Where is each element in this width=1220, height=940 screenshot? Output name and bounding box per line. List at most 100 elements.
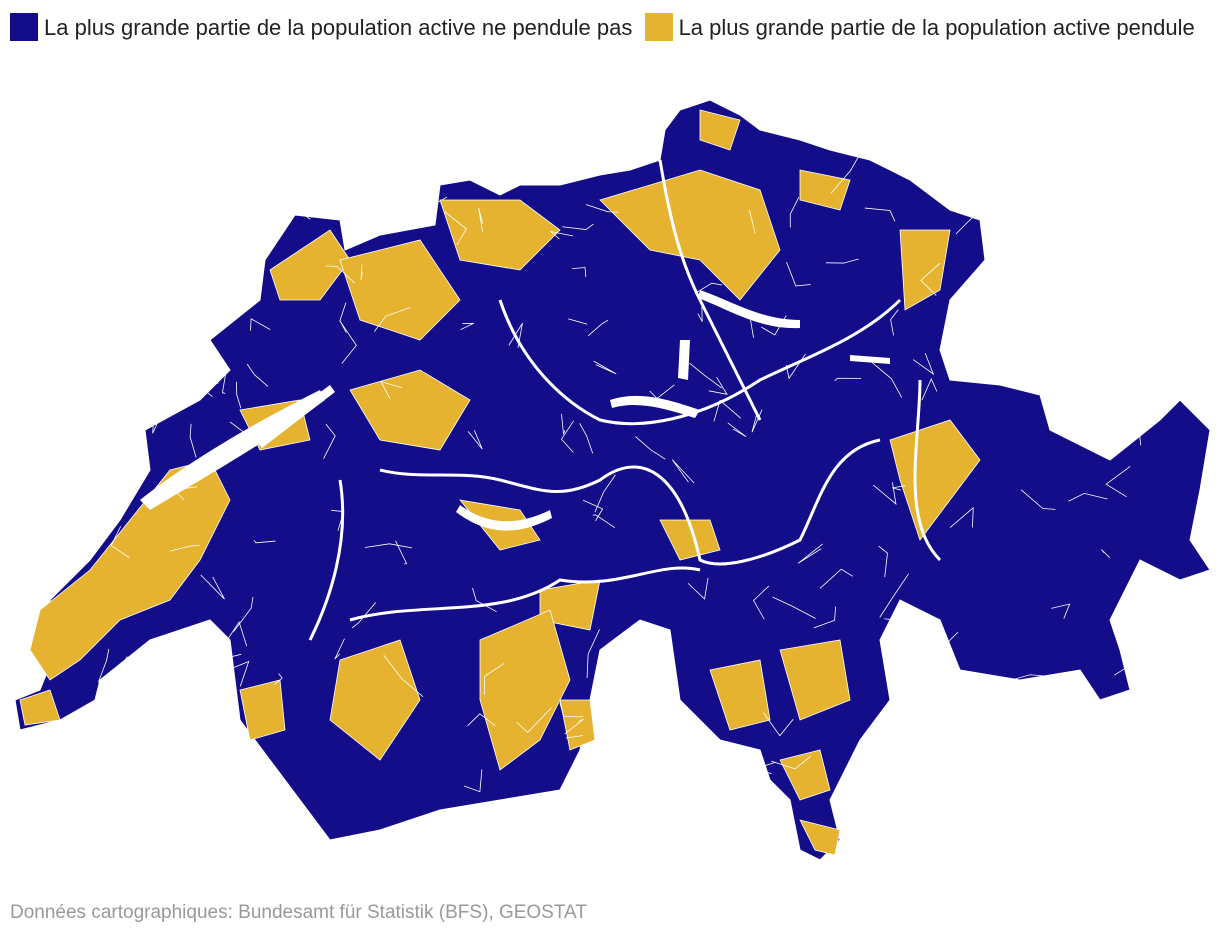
border-line <box>713 399 741 422</box>
region <box>779 639 851 721</box>
lakes <box>140 290 890 531</box>
border-line <box>200 574 225 600</box>
legend-label: La plus grande partie de la population a… <box>44 15 633 40</box>
border-line <box>516 707 552 733</box>
border-line <box>687 577 709 600</box>
region <box>439 199 561 271</box>
border-line <box>586 629 600 678</box>
border-line <box>1104 241 1124 291</box>
region <box>349 369 471 451</box>
legend-label: La plus grande partie de la population a… <box>678 15 1195 40</box>
region <box>699 109 741 151</box>
border-line <box>708 376 728 395</box>
border-line <box>155 371 195 399</box>
region <box>799 169 851 211</box>
border-line <box>221 372 227 394</box>
border-line <box>1102 707 1117 735</box>
border-line <box>1051 603 1071 619</box>
border-line <box>879 573 909 618</box>
border-line <box>697 301 703 322</box>
border-line <box>751 409 763 433</box>
region <box>709 659 771 731</box>
border-line <box>887 661 908 674</box>
border-line <box>562 223 594 230</box>
border-line <box>339 320 357 364</box>
region <box>19 689 61 726</box>
border-line <box>192 189 210 214</box>
region <box>889 419 981 541</box>
border-line <box>830 155 860 194</box>
borders <box>308 159 942 641</box>
border-line <box>561 413 566 435</box>
border-line <box>885 750 892 772</box>
border-line <box>772 596 816 619</box>
border-line <box>508 322 523 349</box>
border-line <box>253 540 276 544</box>
border-line <box>601 688 624 730</box>
border-line <box>582 499 604 522</box>
region <box>339 239 461 341</box>
border-line <box>921 378 938 401</box>
border-line <box>467 430 483 450</box>
border-line <box>579 423 594 454</box>
border-line <box>275 181 311 220</box>
border-line <box>191 633 204 679</box>
border-line <box>1087 171 1106 197</box>
border-line <box>374 306 411 332</box>
border-line <box>380 380 403 399</box>
border-line <box>559 702 584 718</box>
border-line <box>236 381 242 409</box>
region <box>269 229 351 301</box>
border-line <box>229 421 249 436</box>
region <box>599 169 781 301</box>
border-line <box>594 474 616 513</box>
border-line <box>96 773 111 797</box>
border-line <box>97 648 110 683</box>
border-line <box>976 753 985 772</box>
region <box>659 519 721 561</box>
border-line <box>819 568 854 589</box>
border-line <box>749 316 754 338</box>
border-line <box>762 712 794 737</box>
border-line <box>168 754 184 775</box>
border-line <box>760 315 787 336</box>
border-line <box>1044 771 1066 787</box>
legend-item: La plus grande partie de la population a… <box>644 13 1195 41</box>
region <box>799 819 841 856</box>
border-line <box>689 362 723 389</box>
border-line <box>1034 207 1046 246</box>
border-line <box>753 585 770 620</box>
border-line <box>323 423 336 459</box>
border-line <box>351 602 377 629</box>
region <box>239 679 286 741</box>
border-line <box>169 545 200 552</box>
border-line <box>226 439 250 456</box>
border-line <box>1068 492 1108 502</box>
border-line <box>1049 252 1073 281</box>
border-line <box>581 774 602 786</box>
border-line <box>564 718 584 735</box>
border-line <box>175 720 188 735</box>
border-line <box>467 713 496 727</box>
border-line <box>97 437 105 483</box>
map <box>14 99 1211 861</box>
border-line <box>1105 466 1131 498</box>
border-line <box>484 662 505 695</box>
border-line <box>1120 190 1138 232</box>
border-line <box>671 459 695 484</box>
border-line <box>460 322 475 331</box>
border-line <box>920 262 941 296</box>
border-line <box>210 188 250 220</box>
border-line <box>890 309 899 336</box>
region <box>779 749 831 801</box>
border-line <box>949 506 974 528</box>
source-note: Données cartographiques: Bundesamt für S… <box>10 902 587 923</box>
legend-swatch <box>644 13 673 41</box>
border-line <box>472 587 497 613</box>
border-line <box>587 319 609 337</box>
border-line <box>892 644 913 663</box>
border-line <box>189 423 197 458</box>
border-line <box>797 543 823 564</box>
border-line <box>177 705 207 723</box>
